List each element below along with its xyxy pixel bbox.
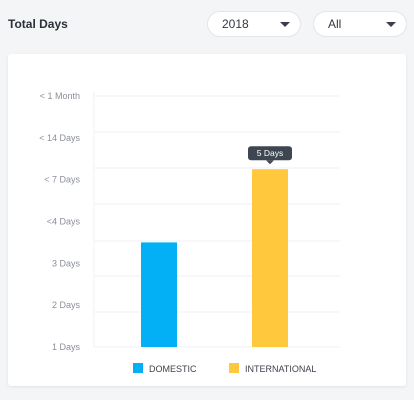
tooltip-pointer (266, 160, 274, 165)
y-tick-label: 1 Days (52, 342, 81, 352)
legend-label-international: INTERNATIONAL (245, 364, 316, 374)
y-tick-label: < 1 Month (40, 91, 80, 101)
tooltip-text: 5 Days (257, 148, 283, 158)
year-select-value: 2018 (222, 17, 249, 31)
bar-domestic (141, 242, 177, 347)
tooltip-box (248, 146, 292, 161)
chevron-down-icon (386, 22, 396, 27)
legend-label-domestic: DOMESTIC (149, 364, 197, 374)
year-select[interactable]: 2018 (207, 11, 301, 37)
filter-select[interactable]: All (313, 11, 407, 37)
page-title: Total Days (8, 17, 68, 31)
y-tick-label: < 7 Days (44, 175, 80, 185)
y-tick-label: < 14 Days (39, 133, 80, 143)
chevron-down-icon (280, 22, 290, 27)
legend-swatch-international (229, 363, 239, 373)
chart-card: 1 Days 2 Days 3 Days <4 Days < 7 Days < 14 Da… (8, 54, 406, 386)
y-tick-label: <4 Days (47, 217, 81, 227)
y-tick-label: 3 Days (52, 258, 81, 268)
filter-select-value: All (328, 17, 342, 31)
y-tick-label: 2 Days (52, 300, 81, 310)
legend-swatch-domestic (133, 363, 143, 373)
bar-chart: 1 Days 2 Days 3 Days <4 Days < 7 Days < 14 Da… (39, 91, 340, 374)
bar-international (252, 169, 288, 347)
